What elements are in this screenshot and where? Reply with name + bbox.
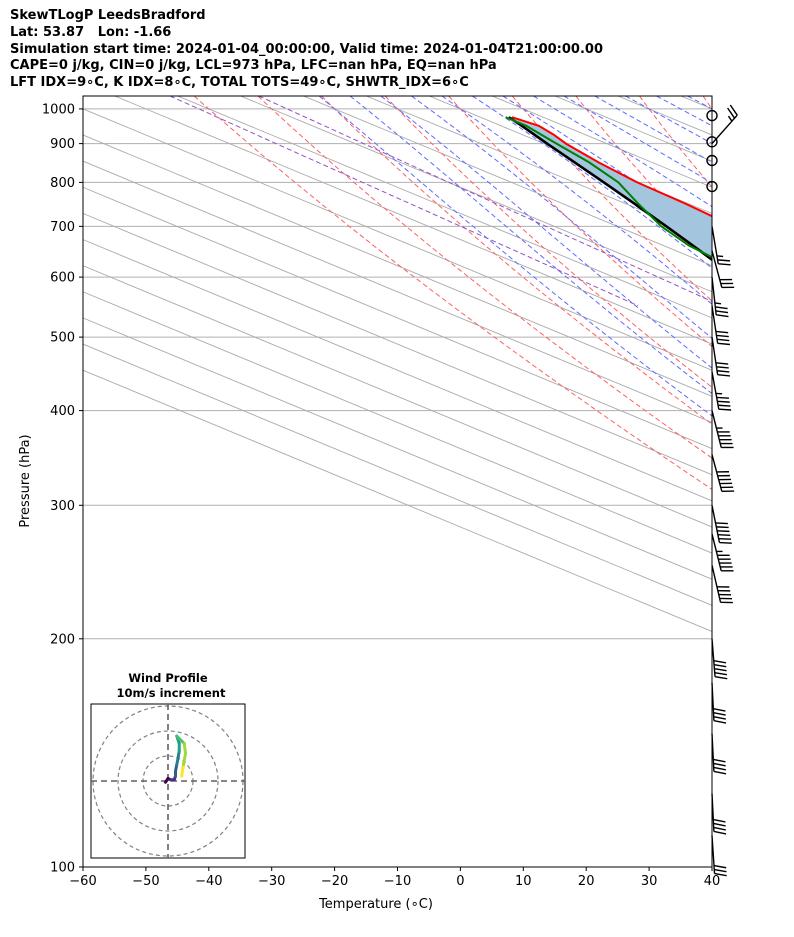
plot-area <box>83 96 794 867</box>
y-tick-label: 400 <box>50 404 75 419</box>
y-tick-label: 600 <box>50 271 75 286</box>
header: SkewTLogP LeedsBradford Lat: 53.87 Lon: … <box>10 8 603 92</box>
dewpoint-line <box>505 116 712 259</box>
y-tick-label: 700 <box>50 220 75 235</box>
y-tick-label: 100 <box>50 861 75 876</box>
x-tick-label: 20 <box>578 874 595 889</box>
instability-shading <box>508 117 712 260</box>
moist-adiabat <box>687 96 712 110</box>
isotherm-line <box>83 369 712 632</box>
station-title: SkewTLogP LeedsBradford <box>10 8 206 23</box>
y-tick-label: 200 <box>50 632 75 647</box>
hodograph-plot <box>91 704 245 858</box>
mixing-ratio-line <box>258 96 712 302</box>
isotherm-line <box>366 96 712 241</box>
isotherm-line <box>83 186 712 450</box>
hodograph-subtitle: 10m/s increment <box>117 686 226 700</box>
axes: −60 −50 −40 −30 −20 −10 0 10 20 30 40 1000 900 800 700… <box>42 102 720 889</box>
x-tick-label: −10 <box>384 874 411 889</box>
isotherm-line <box>83 265 712 528</box>
wind-barb <box>711 533 734 572</box>
x-tick-label: 30 <box>641 874 658 889</box>
x-axis-label: Temperature (∘C) <box>318 897 433 912</box>
moist-adiabat <box>441 96 712 305</box>
wind-barb <box>711 226 731 266</box>
mixing-ratio-line <box>169 96 639 307</box>
moist-adiabat <box>318 96 712 417</box>
dry-adiabat <box>702 96 712 110</box>
wind-barb <box>711 250 735 289</box>
moist-adiabat <box>380 96 712 369</box>
hodograph-segment <box>181 752 187 769</box>
isotherm-line <box>303 96 712 267</box>
dry-adiabat <box>257 96 712 459</box>
hodograph-segment <box>182 742 187 755</box>
isotherm-line <box>177 96 712 319</box>
moist-adiabat <box>502 96 712 236</box>
isotherm-line <box>83 343 712 606</box>
wind-barb <box>711 337 731 377</box>
wind-barb <box>711 454 735 492</box>
hodograph-title: Wind Profile <box>128 671 208 685</box>
moist-adiabat <box>563 96 712 184</box>
dry-adiabat <box>193 96 712 491</box>
wind-barb <box>711 410 734 449</box>
wind-barb <box>711 305 731 346</box>
isotherm-line <box>83 160 712 423</box>
isotherm-line <box>83 212 712 476</box>
wind-barb <box>711 277 729 318</box>
isotherm-line <box>429 96 712 214</box>
wind-barb <box>711 104 738 145</box>
y-tick-label: 800 <box>50 176 75 191</box>
isotherm-line <box>114 96 712 345</box>
wind-barb <box>711 733 727 775</box>
time-line: Simulation start time: 2024-01-04_00:00:… <box>10 41 603 57</box>
moist-adiabat <box>411 96 712 339</box>
y-axis-label: Pressure (hPa) <box>18 434 33 527</box>
x-tick-label: 40 <box>704 874 721 889</box>
isotherm-line <box>83 239 712 502</box>
x-tick-label: 0 <box>456 874 464 889</box>
isotherm-line <box>83 317 712 580</box>
dry-adiabat <box>767 96 794 867</box>
isotherm-line <box>83 134 712 397</box>
hodograph-inset <box>90 703 246 859</box>
x-tick-label: −20 <box>321 874 348 889</box>
isotherm-line <box>83 291 712 554</box>
dry-adiabat <box>448 96 712 348</box>
wind-barb <box>711 638 728 680</box>
x-tick-label: −30 <box>258 874 285 889</box>
temperature-line <box>511 116 712 218</box>
isotherm-line <box>240 96 712 293</box>
y-tick-label: 300 <box>50 499 75 514</box>
moist-adiabat <box>594 96 712 163</box>
x-tick-label: −40 <box>195 874 222 889</box>
index-line: LFT IDX=9∘C, K IDX=8∘C, TOTAL TOTS=49∘C,… <box>10 75 469 91</box>
location-line: Lat: 53.87 Lon: -1.66 <box>10 24 172 40</box>
wind-barb <box>711 505 732 544</box>
hodograph-segment <box>180 765 185 778</box>
parcel-profile-line <box>508 116 712 262</box>
x-tick-label: −60 <box>69 874 96 889</box>
dry-adiabat <box>384 96 712 388</box>
y-tick-label: 500 <box>50 331 75 346</box>
wind-barb <box>711 682 727 724</box>
hodograph-ring <box>117 730 219 832</box>
x-tick-label: −50 <box>132 874 159 889</box>
wind-barb <box>711 793 727 835</box>
moist-adiabat <box>349 96 712 395</box>
wind-barb <box>711 565 733 604</box>
wind-barb <box>711 835 727 877</box>
x-tick-label: 10 <box>515 874 532 889</box>
isotherm-line <box>492 96 712 188</box>
cape-line: CAPE=0 j/kg, CIN=0 j/kg, LCL=973 hPa, LF… <box>10 58 497 74</box>
y-tick-label: 1000 <box>42 102 75 117</box>
y-tick-label: 900 <box>50 137 75 152</box>
wind-barb <box>711 371 732 411</box>
isotherm-line <box>83 108 712 371</box>
